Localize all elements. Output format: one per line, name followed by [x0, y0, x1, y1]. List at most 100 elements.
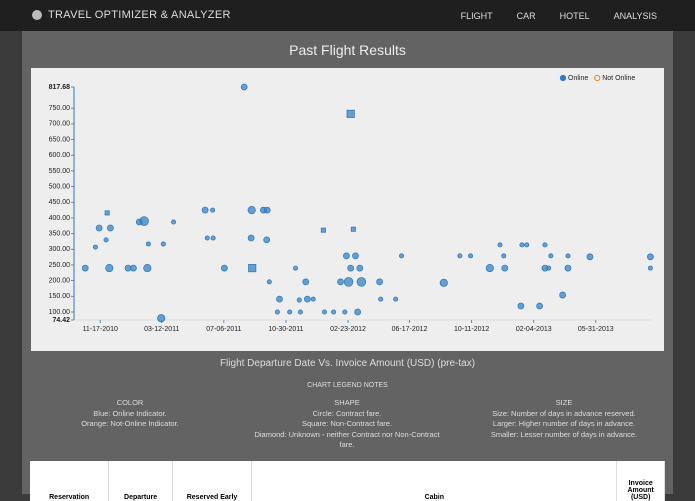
- notes-heading: SIZE: [555, 398, 573, 407]
- point: [274, 309, 280, 315]
- point: [343, 277, 354, 287]
- notes-line: Smaller: Lesser number of days in advanc…: [490, 429, 638, 439]
- x-tick-label: 02-23-2012: [330, 326, 366, 333]
- nav-bar: TRAVEL OPTIMIZER & ANALYZER FLIGHT CAR H…: [0, 0, 695, 31]
- point: [352, 252, 359, 260]
- point: [647, 253, 654, 261]
- y-tick-label: 300.00: [49, 246, 71, 253]
- y-tick-label: 400.00: [49, 215, 71, 222]
- point: [321, 309, 327, 315]
- point: [303, 295, 311, 303]
- y-tick-label: 250.00: [49, 262, 71, 269]
- point: [310, 296, 316, 302]
- y-tick-label: 650.00: [49, 136, 71, 143]
- x-tick-label: 06-17-2012: [392, 326, 428, 333]
- point: [542, 242, 548, 248]
- nav-item[interactable]: ANALYSIS: [613, 11, 657, 21]
- header-cell[interactable]: Invoice Amount (USD): [616, 461, 665, 501]
- header-cell[interactable]: Reserved Early: [172, 461, 253, 501]
- x-tick-label: 10-11-2012: [454, 326, 489, 333]
- legend-marker: [594, 74, 601, 82]
- point: [565, 253, 571, 259]
- point: [139, 216, 149, 226]
- notes-line: Larger: Higher number of days in advance…: [492, 419, 636, 428]
- point: [457, 253, 463, 259]
- x-tick-label: 10-30-2011: [268, 326, 303, 333]
- notes-column: COLOR Blue: Online Indicator. Orange: Not-…: [30, 398, 230, 430]
- globe-icon: [32, 10, 42, 20]
- point: [399, 253, 405, 259]
- x-tick-label: 03-12-2011: [144, 326, 179, 333]
- point: [81, 264, 89, 272]
- point: [376, 278, 383, 286]
- nav-item[interactable]: HOTEL: [559, 11, 590, 21]
- panel: Past Flight Results 74.42 100.00 150.00 200…: [22, 31, 673, 501]
- point: [356, 264, 364, 272]
- point: [517, 302, 525, 310]
- y-tick-label: 500.00: [49, 183, 71, 190]
- nav-item[interactable]: FLIGHT: [460, 11, 493, 21]
- point: [439, 278, 448, 287]
- point: [343, 252, 350, 260]
- point: [354, 308, 362, 316]
- point: [210, 235, 216, 241]
- x-tick-label: 02-04-2013: [516, 326, 552, 333]
- point: [95, 224, 103, 232]
- point: [247, 234, 255, 242]
- point: [320, 227, 326, 233]
- point: [468, 253, 474, 259]
- point: [501, 264, 509, 272]
- table: Reservation Departure Reserved Early Cab…: [30, 461, 665, 501]
- notes-column: SIZE Size: Number of days in advance rese…: [464, 398, 664, 440]
- y-tick-label: 550.00: [49, 168, 71, 175]
- x-tick-label: 07-06-2011: [206, 326, 241, 333]
- point: [157, 314, 166, 323]
- header-cell[interactable]: Reservation: [30, 461, 110, 501]
- point: [501, 253, 507, 259]
- point: [105, 264, 114, 273]
- point: [519, 242, 525, 248]
- point: [297, 309, 303, 315]
- point: [346, 109, 355, 118]
- point: [103, 237, 109, 243]
- point: [536, 302, 544, 310]
- point: [378, 296, 384, 302]
- notes-line: Orange: Not-Online Indicator.: [81, 419, 179, 428]
- point: [302, 278, 310, 286]
- brand[interactable]: TRAVEL OPTIMIZER & ANALYZER: [48, 9, 231, 21]
- x-tick-label: 05-31-2013: [578, 326, 614, 333]
- y-tick-label: 200.00: [49, 277, 71, 284]
- point: [393, 296, 399, 302]
- y-tick-label: 350.00: [49, 230, 71, 237]
- notes-heading: COLOR: [116, 398, 144, 407]
- point: [647, 265, 653, 271]
- point: [342, 309, 348, 315]
- point: [104, 210, 110, 216]
- point: [287, 309, 293, 315]
- x-tick-label: 11-17-2010: [83, 326, 118, 333]
- point: [266, 279, 272, 285]
- point: [276, 295, 283, 303]
- point: [240, 83, 248, 91]
- point: [106, 224, 114, 232]
- notes-title: CHART LEGEND NOTES: [307, 382, 388, 389]
- point: [293, 265, 299, 271]
- point: [586, 253, 594, 261]
- point: [296, 297, 302, 303]
- legend-label: Not Online: [602, 75, 635, 82]
- header-cell[interactable]: Cabin: [251, 461, 618, 501]
- point: [171, 219, 177, 225]
- header-cell[interactable]: Departure: [108, 461, 173, 501]
- notes-line: Circle: Contract fare.: [312, 408, 382, 418]
- menu: FLIGHT CAR HOTEL ANALYSIS: [461, 11, 657, 21]
- y-tick-label: 700.00: [49, 121, 71, 128]
- point: [210, 207, 216, 213]
- point: [497, 242, 503, 248]
- point: [524, 242, 530, 248]
- notes-line: Blue: Online Indicator.: [93, 408, 167, 418]
- point: [263, 236, 271, 244]
- nav-item[interactable]: CAR: [516, 11, 536, 21]
- y-tick-label: 600.00: [49, 152, 71, 159]
